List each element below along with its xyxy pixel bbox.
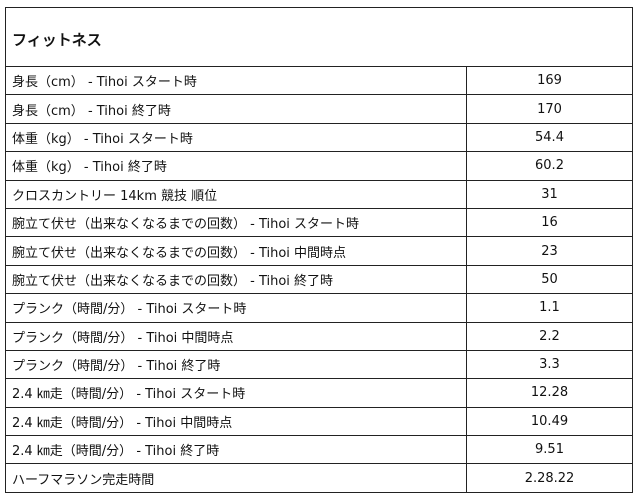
table-row: 腕立て伏せ（出来なくなるまでの回数） - Tihoi 終了時 50 bbox=[5, 264, 633, 295]
row-value: 54.4 bbox=[466, 122, 633, 153]
row-label: 体重（kg） - Tihoi 終了時 bbox=[5, 151, 467, 181]
row-label: 体重（kg） - Tihoi スタート時 bbox=[5, 122, 467, 153]
row-value: 10.49 bbox=[466, 406, 633, 437]
table-row: 2.4 ㎞走（時間/分） - Tihoi 終了時 9.51 bbox=[5, 435, 633, 465]
row-value: 3.3 bbox=[466, 349, 633, 380]
table-row: 身長（cm） - Tihoi スタート時 169 bbox=[5, 65, 633, 96]
table-row: 2.4 ㎞走（時間/分） - Tihoi スタート時 12.28 bbox=[5, 378, 633, 408]
row-label: プランク（時間/分） - Tihoi スタート時 bbox=[5, 293, 467, 323]
table-row: 身長（cm） - Tihoi 終了時 170 bbox=[5, 94, 633, 124]
row-label: 腕立て伏せ（出来なくなるまでの回数） - Tihoi スタート時 bbox=[5, 207, 467, 238]
row-value: 60.2 bbox=[466, 151, 633, 181]
table-title: フィットネス bbox=[5, 7, 633, 67]
row-label: 2.4 ㎞走（時間/分） - Tihoi スタート時 bbox=[5, 378, 467, 408]
row-label: プランク（時間/分） - Tihoi 終了時 bbox=[5, 349, 467, 380]
row-value: 2.2 bbox=[466, 321, 633, 351]
table-row: ハーフマラソン完走時間 2.28.22 bbox=[5, 463, 633, 493]
row-value: 12.28 bbox=[466, 378, 633, 408]
row-value: 23 bbox=[466, 236, 633, 266]
row-label: 身長（cm） - Tihoi 終了時 bbox=[5, 94, 467, 124]
row-value: 170 bbox=[466, 94, 633, 124]
table-row: 体重（kg） - Tihoi スタート時 54.4 bbox=[5, 122, 633, 153]
table-row: プランク（時間/分） - Tihoi スタート時 1.1 bbox=[5, 293, 633, 323]
row-value: 31 bbox=[466, 179, 633, 209]
row-value: 9.51 bbox=[466, 435, 633, 465]
table-row: 腕立て伏せ（出来なくなるまでの回数） - Tihoi 中間時点 23 bbox=[5, 236, 633, 266]
title-row: フィットネス bbox=[5, 7, 633, 67]
row-label: クロスカントリー 14km 競技 順位 bbox=[5, 179, 467, 209]
table-row: プランク（時間/分） - Tihoi 終了時 3.3 bbox=[5, 349, 633, 380]
row-label: 身長（cm） - Tihoi スタート時 bbox=[5, 65, 467, 96]
table-row: プランク（時間/分） - Tihoi 中間時点 2.2 bbox=[5, 321, 633, 351]
row-label: 2.4 ㎞走（時間/分） - Tihoi 終了時 bbox=[5, 435, 467, 465]
row-value: 2.28.22 bbox=[466, 463, 633, 493]
fitness-table: フィットネス 身長（cm） - Tihoi スタート時 169 身長（cm） - T… bbox=[5, 7, 633, 493]
row-label: 腕立て伏せ（出来なくなるまでの回数） - Tihoi 終了時 bbox=[5, 264, 467, 295]
table-row: クロスカントリー 14km 競技 順位 31 bbox=[5, 179, 633, 209]
row-label: ハーフマラソン完走時間 bbox=[5, 463, 467, 493]
row-label: 2.4 ㎞走（時間/分） - Tihoi 中間時点 bbox=[5, 406, 467, 437]
row-label: 腕立て伏せ（出来なくなるまでの回数） - Tihoi 中間時点 bbox=[5, 236, 467, 266]
row-value: 1.1 bbox=[466, 293, 633, 323]
row-value: 169 bbox=[466, 65, 633, 96]
table-row: 体重（kg） - Tihoi 終了時 60.2 bbox=[5, 151, 633, 181]
table-row: 2.4 ㎞走（時間/分） - Tihoi 中間時点 10.49 bbox=[5, 406, 633, 437]
table-row: 腕立て伏せ（出来なくなるまでの回数） - Tihoi スタート時 16 bbox=[5, 207, 633, 238]
row-value: 16 bbox=[466, 207, 633, 238]
row-value: 50 bbox=[466, 264, 633, 295]
row-label: プランク（時間/分） - Tihoi 中間時点 bbox=[5, 321, 467, 351]
